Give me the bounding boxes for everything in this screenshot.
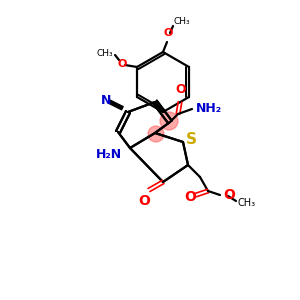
Text: O: O [223, 188, 235, 202]
Circle shape [160, 112, 178, 130]
Text: CH₃: CH₃ [238, 198, 256, 208]
Text: O: O [184, 190, 196, 204]
Text: CH₃: CH₃ [96, 49, 113, 58]
Text: O: O [138, 194, 150, 208]
Circle shape [148, 126, 164, 142]
Text: N: N [101, 94, 111, 107]
Text: CH₃: CH₃ [174, 17, 190, 26]
Text: O: O [176, 83, 186, 96]
Text: S: S [185, 133, 197, 148]
Text: O: O [117, 59, 127, 69]
Text: H₂N: H₂N [96, 148, 122, 160]
Text: NH₂: NH₂ [196, 103, 222, 116]
Text: O: O [163, 28, 173, 38]
